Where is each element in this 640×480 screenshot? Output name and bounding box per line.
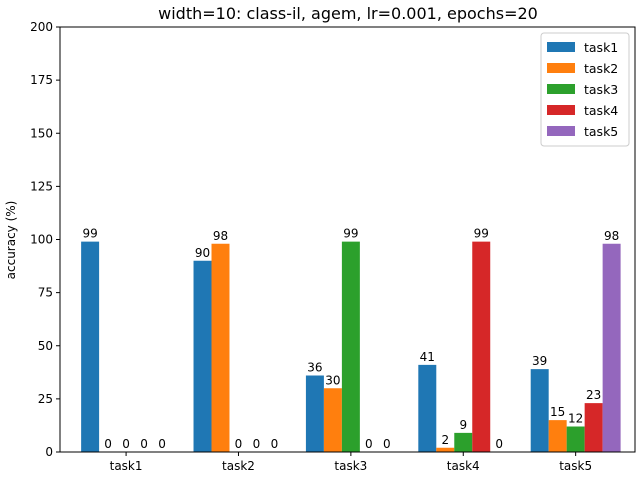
bar-task1-task1 <box>81 241 100 452</box>
bar-value-label: 99 <box>474 227 489 241</box>
bar-task3-task3 <box>341 241 360 452</box>
bar-value-label: 36 <box>307 361 322 375</box>
y-tick-label: 0 <box>45 445 53 459</box>
bar-task1-task4 <box>418 364 437 452</box>
bar-value-label: 41 <box>420 350 435 364</box>
bar-value-label: 0 <box>495 437 503 451</box>
bar-task2-task2 <box>211 243 230 452</box>
bar-value-label: 30 <box>325 373 340 387</box>
x-tick-label: task2 <box>222 459 255 473</box>
bar-value-label: 0 <box>383 437 391 451</box>
y-tick-label: 25 <box>38 392 53 406</box>
legend-swatch-task2 <box>547 63 575 73</box>
legend-label-task1: task1 <box>584 40 618 55</box>
bar-value-label: 2 <box>441 433 449 447</box>
chart-title: width=10: class-il, agem, lr=0.001, epoc… <box>158 4 538 23</box>
bar-task5-task5 <box>602 243 621 452</box>
bar-value-label: 0 <box>271 437 279 451</box>
bar-task3-task4 <box>454 432 473 452</box>
bar-task1-task3 <box>305 375 324 452</box>
bar-value-label: 0 <box>253 437 261 451</box>
legend-swatch-task5 <box>547 126 575 136</box>
bar-task1-task2 <box>193 260 212 452</box>
y-tick-label: 100 <box>30 233 53 247</box>
x-tick-label: task3 <box>334 459 367 473</box>
y-axis-label: accuracy (%) <box>4 201 18 280</box>
y-tick-label: 50 <box>38 339 53 353</box>
bar-value-label: 98 <box>213 229 228 243</box>
bar-value-label: 12 <box>568 412 583 426</box>
legend-box <box>540 32 630 147</box>
legend-swatch-task4 <box>547 105 575 115</box>
legend-label-task4: task4 <box>584 103 618 118</box>
bar-task4-task5 <box>584 403 603 452</box>
bar-task1-task5 <box>530 369 549 452</box>
y-tick-label: 150 <box>30 126 53 140</box>
legend: task1 task2 task3 task4 task5 <box>540 32 630 147</box>
y-tick-label: 175 <box>30 73 53 87</box>
bar-value-label: 39 <box>532 354 547 368</box>
legend-swatch-task1 <box>547 42 575 52</box>
bar-value-label: 23 <box>586 388 601 402</box>
y-tick-label: 125 <box>30 179 53 193</box>
y-tick-label: 75 <box>38 286 53 300</box>
bar-task2-task5 <box>548 420 567 452</box>
bar-value-label: 0 <box>140 437 148 451</box>
y-tick-label: 200 <box>30 20 53 34</box>
bar-value-label: 0 <box>158 437 166 451</box>
bar-value-label: 9 <box>459 418 467 432</box>
bar-task3-task5 <box>566 426 585 452</box>
bar-value-label: 98 <box>604 229 619 243</box>
bar-task4-task4 <box>472 241 491 452</box>
bar-value-label: 15 <box>550 405 565 419</box>
bar-value-label: 0 <box>235 437 243 451</box>
legend-swatch-task3 <box>547 84 575 94</box>
bar-task2-task3 <box>323 388 342 452</box>
bar-value-label: 0 <box>365 437 373 451</box>
bar-value-label: 0 <box>122 437 130 451</box>
bar-value-label: 99 <box>343 227 358 241</box>
x-tick-label: task4 <box>447 459 480 473</box>
legend-label-task3: task3 <box>584 82 618 97</box>
bar-value-label: 99 <box>82 227 97 241</box>
bar-task2-task4 <box>436 447 455 452</box>
legend-label-task2: task2 <box>584 61 618 76</box>
bar-value-label: 90 <box>195 246 210 260</box>
legend-label-task5: task5 <box>584 124 618 139</box>
x-tick-label: task1 <box>110 459 143 473</box>
bar-value-label: 0 <box>104 437 112 451</box>
x-tick-label: task5 <box>559 459 592 473</box>
